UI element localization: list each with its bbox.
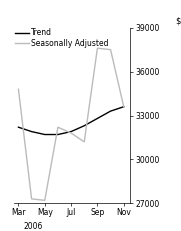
Trend [110,110,112,112]
Trend [96,117,98,120]
Seasonally Adjusted [44,199,46,202]
Seasonally Adjusted [17,88,20,91]
Seasonally Adjusted [70,132,72,134]
Seasonally Adjusted [123,105,125,108]
Y-axis label: $m: $m [176,17,181,26]
Trend [83,124,85,127]
Legend: Trend, Seasonally Adjusted: Trend, Seasonally Adjusted [15,28,109,48]
Trend [70,130,72,133]
Trend [44,133,46,136]
Seasonally Adjusted [96,47,98,50]
Text: 2006: 2006 [24,222,43,231]
Seasonally Adjusted [57,126,59,129]
Line: Seasonally Adjusted: Seasonally Adjusted [18,48,124,200]
Trend [57,133,59,136]
Seasonally Adjusted [31,198,33,200]
Seasonally Adjusted [83,140,85,143]
Trend [17,126,20,129]
Trend [123,105,125,108]
Trend [31,130,33,133]
Seasonally Adjusted [110,48,112,51]
Line: Trend: Trend [18,107,124,134]
